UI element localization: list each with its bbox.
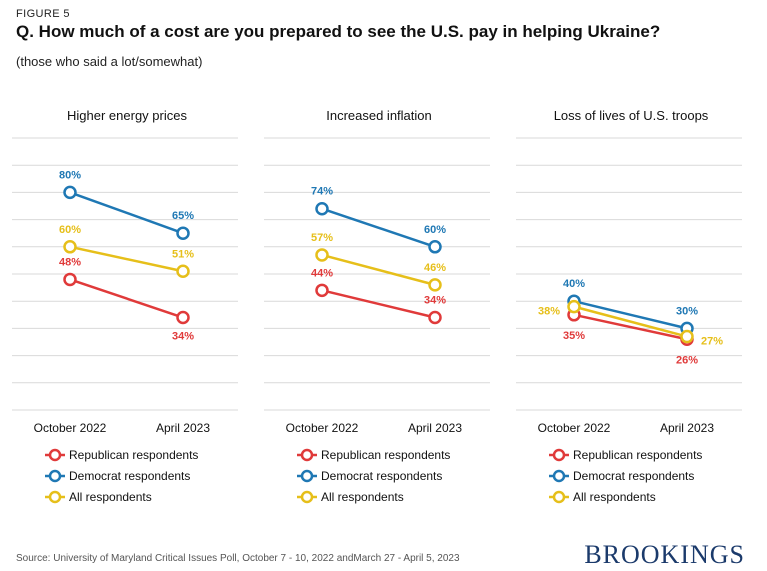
data-label: 74% <box>311 186 333 198</box>
data-label: 26% <box>676 354 698 366</box>
data-point <box>428 310 442 325</box>
data-label: 57% <box>311 232 333 244</box>
series-line <box>573 305 688 338</box>
legend-label: Democrat respondents <box>573 469 694 483</box>
data-label: 44% <box>311 267 333 279</box>
data-point <box>315 283 329 298</box>
legend-label: Democrat respondents <box>321 469 442 483</box>
x-tick-label: October 2022 <box>538 421 611 435</box>
data-label: 65% <box>172 210 194 222</box>
source-label: Source: <box>16 553 51 564</box>
data-point <box>63 272 77 287</box>
data-label: 34% <box>172 331 194 343</box>
legend-marker <box>552 490 566 504</box>
legend-label: Democrat respondents <box>69 469 190 483</box>
panel-title: Higher energy prices <box>67 108 187 123</box>
panel-title: Loss of lives of U.S. troops <box>554 108 709 123</box>
data-point <box>176 310 190 325</box>
data-point <box>567 299 581 314</box>
chart-subtitle: (those who said a lot/somewhat) <box>16 54 203 69</box>
legend-marker <box>552 448 566 462</box>
x-tick-label: April 2023 <box>660 421 714 435</box>
series-line <box>321 289 436 319</box>
x-tick-label: October 2022 <box>286 421 359 435</box>
data-label: 40% <box>563 278 585 290</box>
data-point <box>428 240 442 254</box>
x-tick-label: April 2023 <box>156 421 210 435</box>
data-label: 51% <box>172 248 194 260</box>
series-line <box>321 253 436 287</box>
source-text: University of Maryland Critical Issues P… <box>53 553 460 564</box>
series-line <box>321 207 436 248</box>
data-point <box>63 185 77 200</box>
series-line <box>69 245 184 273</box>
data-label: 35% <box>563 330 585 342</box>
data-point <box>63 240 77 254</box>
series-line <box>69 278 184 319</box>
panel-title: Increased inflation <box>326 108 432 123</box>
data-label: 27% <box>701 336 723 348</box>
data-point <box>315 248 329 262</box>
data-label: 60% <box>59 224 81 236</box>
legend-label: Republican respondents <box>573 448 702 462</box>
legend-marker <box>300 448 314 462</box>
legend-label: All respondents <box>321 490 404 504</box>
legend-marker <box>48 490 62 504</box>
data-point <box>315 201 329 216</box>
series-line <box>69 191 184 235</box>
data-label: 46% <box>424 262 446 274</box>
series-line <box>573 313 688 341</box>
data-point <box>428 278 442 292</box>
brookings-logo: BROOKINGS <box>584 540 745 569</box>
legend-label: Republican respondents <box>69 448 198 462</box>
data-point <box>176 264 190 279</box>
legend-marker <box>300 469 314 483</box>
legend-label: Republican respondents <box>321 448 450 462</box>
chart-title: Q. How much of a cost are you prepared t… <box>16 22 661 41</box>
x-tick-label: April 2023 <box>408 421 462 435</box>
data-label: 30% <box>676 305 698 317</box>
x-tick-label: October 2022 <box>34 421 107 435</box>
data-point <box>680 329 694 344</box>
data-label: 48% <box>59 256 81 268</box>
legend-marker <box>552 469 566 483</box>
legend-label: All respondents <box>573 490 656 504</box>
data-point <box>176 226 190 240</box>
data-label: 80% <box>59 169 81 181</box>
data-label: 34% <box>424 295 446 307</box>
legend-marker <box>48 448 62 462</box>
figure-label: FIGURE 5 <box>16 8 70 20</box>
legend-marker <box>48 469 62 483</box>
data-label: 38% <box>538 306 560 318</box>
source-note: Source: University of Maryland Critical … <box>16 553 460 564</box>
legend-label: All respondents <box>69 490 152 504</box>
series-line <box>573 299 688 330</box>
data-label: 60% <box>424 224 446 236</box>
legend-marker <box>300 490 314 504</box>
